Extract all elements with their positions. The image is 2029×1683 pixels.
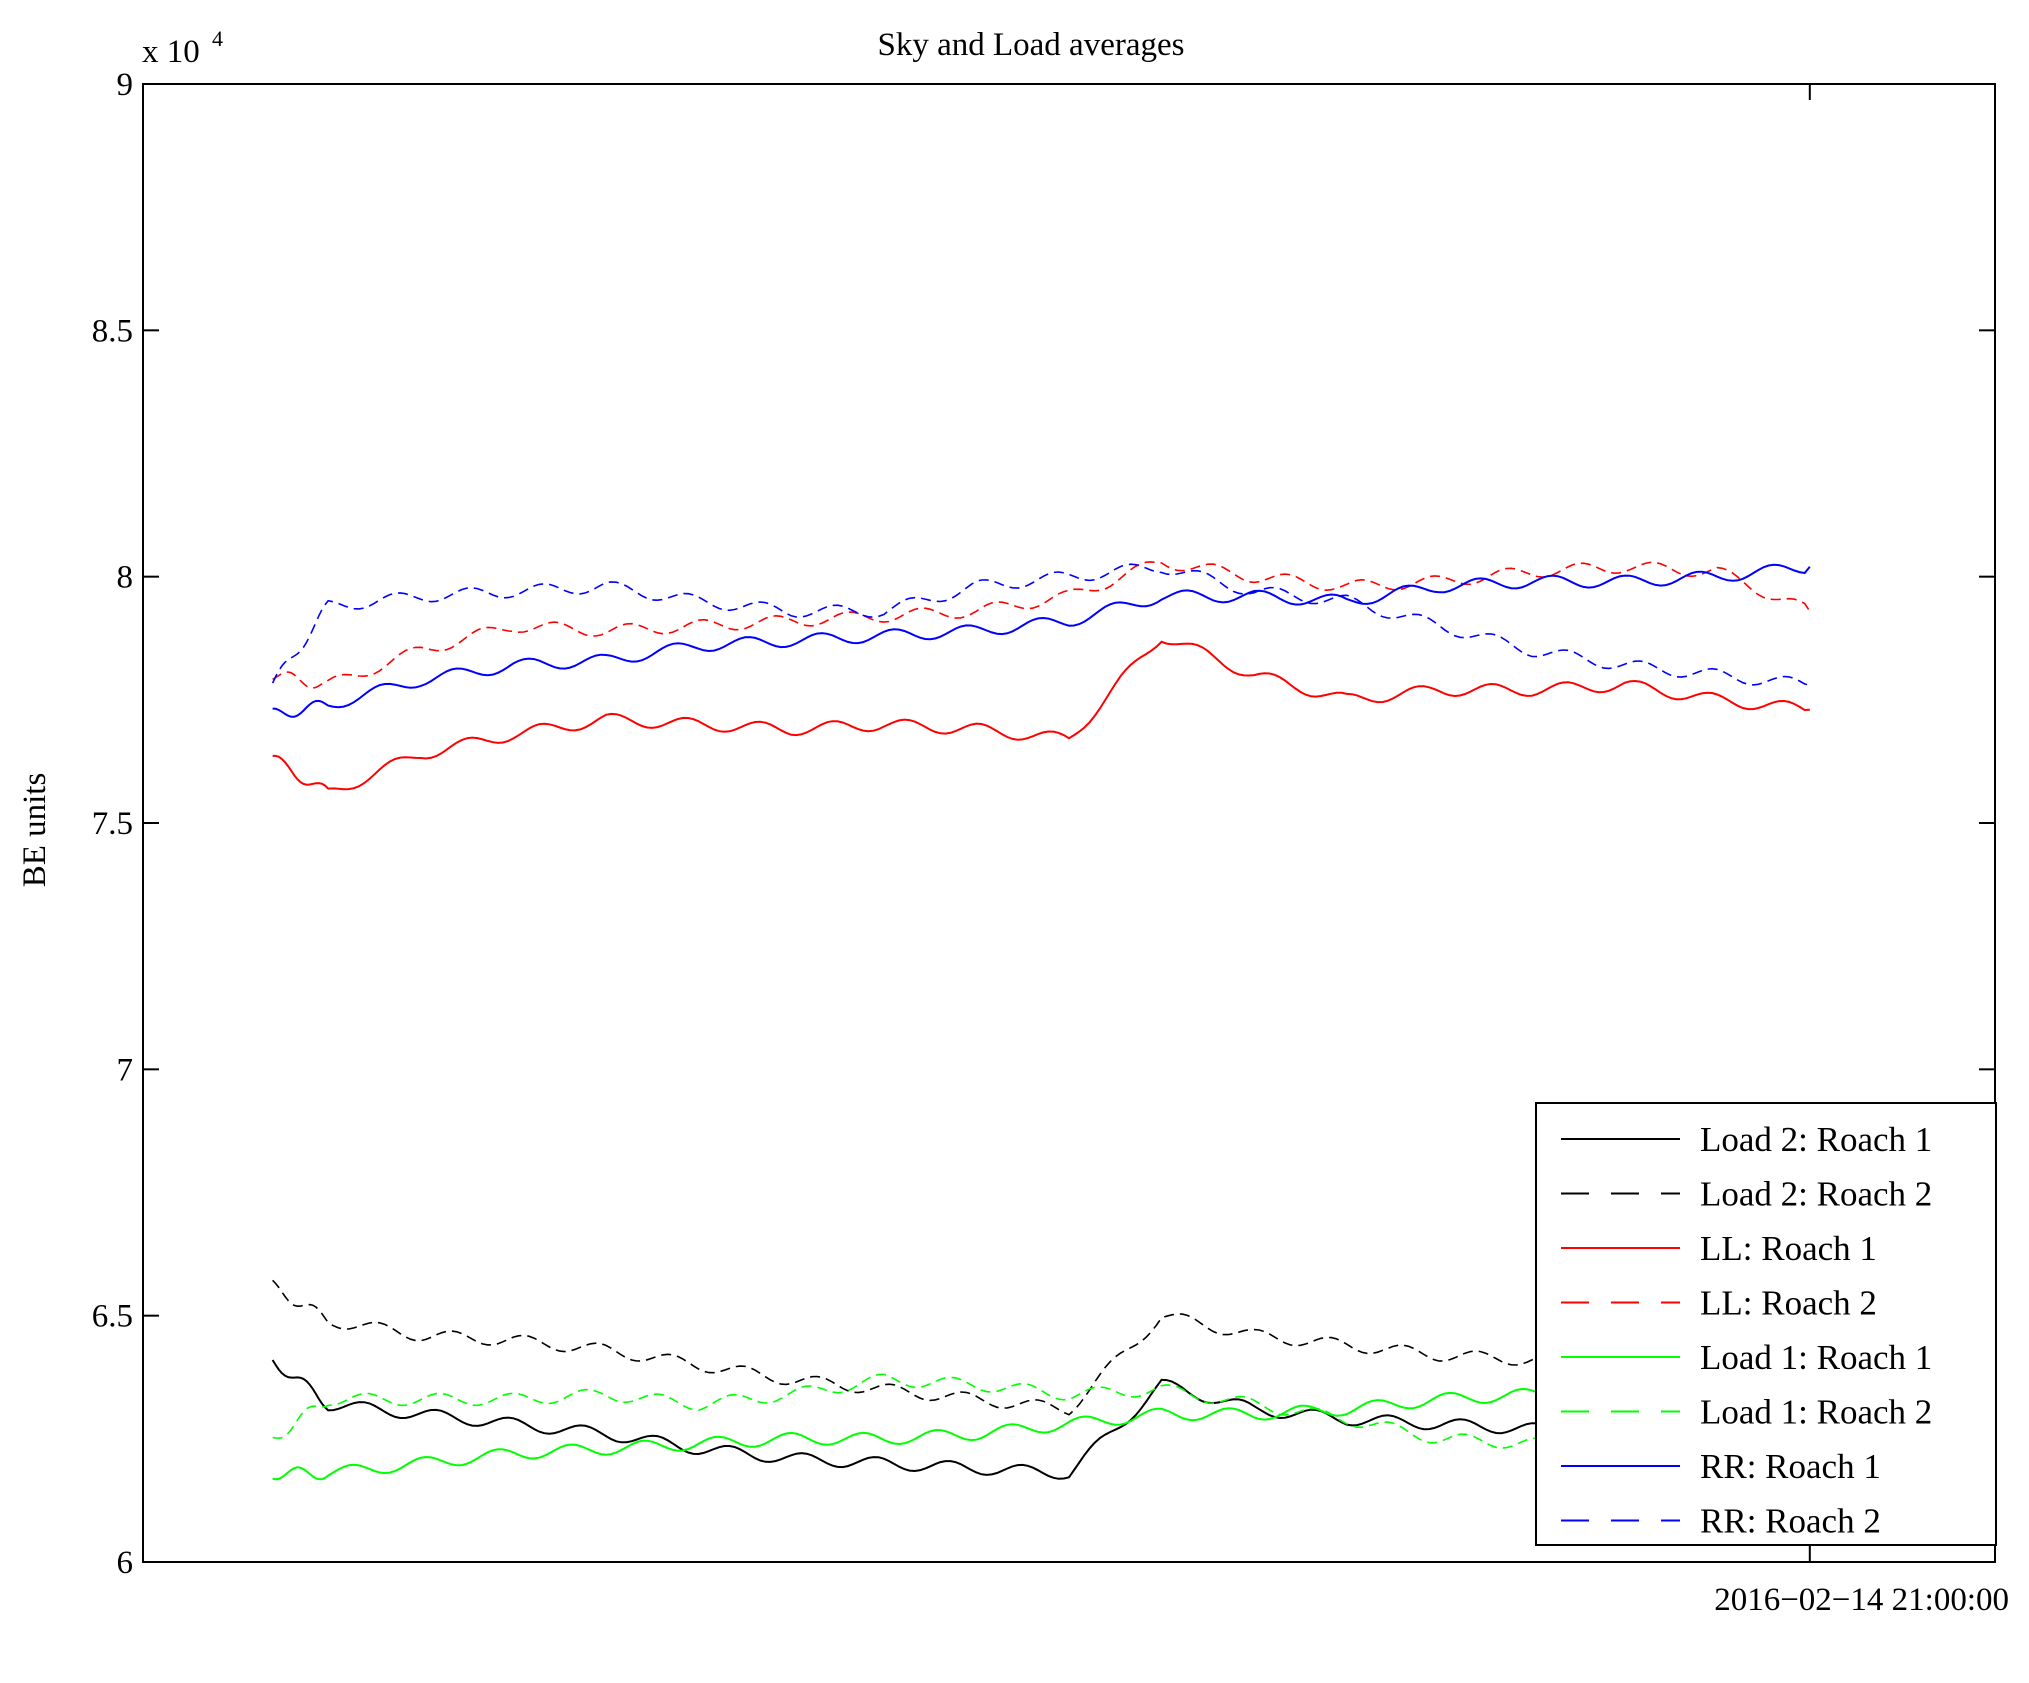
legend-entries: Load 2: Roach 1 Load 2: Roach 2 LL: Roach … [1561, 1120, 1932, 1541]
y-exponent: x 10 4 [142, 26, 223, 70]
legend-label-load-1-roach-1: Load 1: Roach 1 [1700, 1338, 1932, 1377]
x-tick-label: 2016−02−14 21:00:00 [1714, 1582, 2009, 1618]
y-tick-label: 6 [117, 1545, 134, 1581]
y-tick-label: 7.5 [92, 806, 133, 842]
legend-box [1535, 1102, 1997, 1546]
y-axis-label: BE units [17, 773, 53, 888]
series-line-ll-roach-2 [272, 561, 1811, 689]
legend-label-load-2-roach-2: Load 2: Roach 2 [1700, 1175, 1932, 1214]
y-tick-label: 7 [117, 1052, 134, 1088]
legend-label-ll-roach-2: LL: Roach 2 [1700, 1284, 1877, 1323]
y-exponent-power: 4 [212, 26, 223, 51]
legend: Load 2: Roach 1 Load 2: Roach 2 LL: Roach … [1535, 1102, 1997, 1546]
y-exponent-label: x 10 [142, 34, 200, 70]
legend-label-ll-roach-1: LL: Roach 1 [1700, 1229, 1877, 1268]
y-tick-label: 8.5 [92, 313, 133, 349]
chart-title: Sky and Load averages [878, 27, 1185, 63]
legend-label-rr-roach-2: RR: Roach 2 [1700, 1502, 1881, 1541]
series-line-rr-roach-2 [271, 563, 1810, 686]
y-tick-label: 6.5 [92, 1299, 133, 1335]
series-layer [271, 561, 1811, 1481]
legend-label-rr-roach-1: RR: Roach 1 [1700, 1447, 1881, 1486]
plot-frame [142, 83, 1996, 1563]
legend-label-load-1-roach-2: Load 1: Roach 2 [1700, 1393, 1932, 1432]
y-tick-label: 8 [117, 560, 134, 596]
y-tick-label: 9 [117, 67, 134, 103]
series-line-rr-roach-1 [272, 563, 1811, 718]
series-line-ll-roach-1 [272, 640, 1810, 791]
x-ticks: 2016−02−14 21:00:00 [1714, 84, 2009, 1618]
legend-label-load-2-roach-1: Load 2: Roach 1 [1700, 1120, 1932, 1159]
